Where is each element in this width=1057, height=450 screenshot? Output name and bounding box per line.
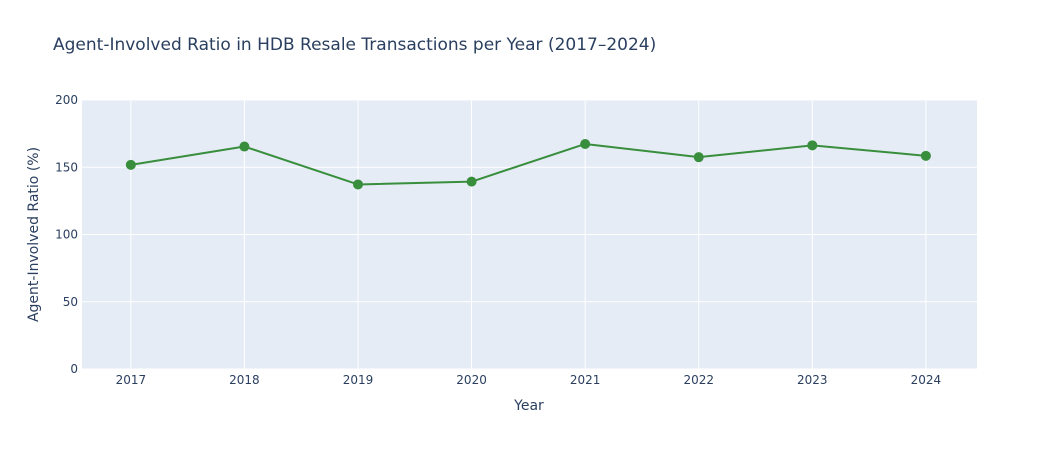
x-axis-title: Year (513, 398, 544, 414)
data-point[interactable] (125, 159, 136, 170)
y-gridlines (82, 99, 977, 370)
x-tick-label: 2022 (683, 373, 714, 387)
x-tick-labels: 2017 2018 2019 2020 2021 2022 2023 2024 (116, 373, 942, 387)
data-point[interactable] (920, 150, 931, 161)
data-point[interactable] (352, 179, 363, 190)
y-axis-title: Agent-Involved Ratio (%) (26, 147, 42, 322)
x-tick-label: 2023 (797, 373, 828, 387)
data-point[interactable] (466, 176, 477, 187)
x-tick-label: 2019 (343, 373, 374, 387)
data-point[interactable] (239, 141, 250, 152)
data-point[interactable] (693, 152, 704, 163)
y-tick-label: 0 (70, 362, 78, 376)
y-tick-label: 200 (55, 93, 78, 107)
data-point[interactable] (580, 138, 591, 149)
series-line (130, 142, 926, 186)
y-tick-label: 50 (63, 295, 78, 309)
series-layer (125, 138, 931, 190)
x-tick-label: 2020 (456, 373, 487, 387)
y-tick-label: 150 (55, 160, 78, 174)
x-tick-label: 2021 (570, 373, 601, 387)
y-tick-label: 100 (55, 228, 78, 242)
y-tick-labels: 0 50 100 150 200 (55, 93, 78, 376)
data-point[interactable] (807, 140, 818, 151)
chart-title: Agent-Involved Ratio in HDB Resale Trans… (53, 35, 656, 55)
x-tick-label: 2017 (116, 373, 147, 387)
x-tick-label: 2018 (229, 373, 260, 387)
x-tick-label: 2024 (911, 373, 942, 387)
